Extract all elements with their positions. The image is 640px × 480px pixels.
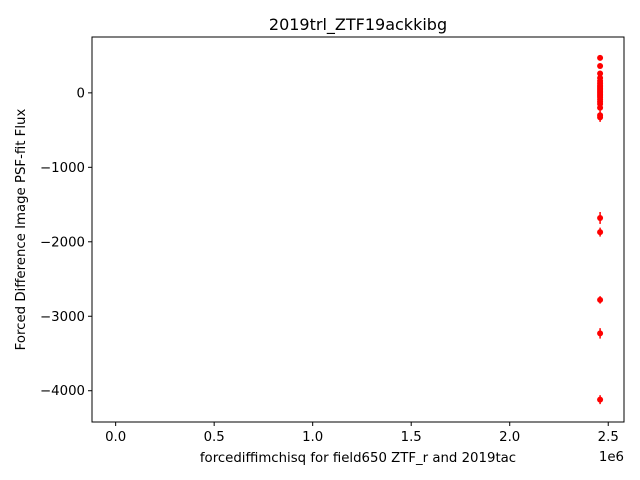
data-point <box>597 296 604 304</box>
data-marker <box>597 396 604 403</box>
x-ticks: 0.0 0.5 1.0 1.5 2.0 2.5 <box>105 422 619 445</box>
data-marker <box>597 114 604 121</box>
data-marker <box>597 54 604 61</box>
data-point <box>597 212 604 224</box>
data-point <box>597 227 604 237</box>
data-marker <box>597 104 604 111</box>
data-marker <box>597 63 604 70</box>
axes-frame <box>91 36 625 423</box>
data-point <box>597 54 604 61</box>
y-tick-label: −2000 <box>40 235 85 250</box>
data-marker <box>597 296 604 303</box>
data-marker <box>597 70 604 77</box>
data-point <box>597 395 604 405</box>
x-tick-label: 1.0 <box>302 430 323 445</box>
data-marker <box>597 214 604 221</box>
x-tick-label: 1.5 <box>401 430 422 445</box>
data-point <box>597 63 604 70</box>
x-axis-label: forcediffimchisq for field650 ZTF_r and … <box>200 451 516 466</box>
data-point <box>597 328 604 339</box>
y-axis-label: Forced Difference Image PSF-fit Flux <box>14 109 29 351</box>
data-point <box>597 104 604 111</box>
y-ticks: −4000 −3000 −2000 −1000 0 <box>40 86 92 399</box>
points-layer <box>597 54 604 405</box>
chart-title: 2019trl_ZTF19ackkibg <box>269 15 447 35</box>
y-tick-label: −4000 <box>40 384 85 399</box>
x-tick-label: 2.5 <box>598 430 619 445</box>
x-axis-offset-label: 1e6 <box>599 450 624 465</box>
data-marker <box>597 330 604 337</box>
y-tick-label: −3000 <box>40 310 85 325</box>
plot-area <box>92 37 624 422</box>
data-point <box>597 112 604 122</box>
x-tick-label: 0.0 <box>105 430 126 445</box>
y-tick-label: −1000 <box>40 161 85 176</box>
x-tick-label: 0.5 <box>204 430 225 445</box>
x-tick-label: 2.0 <box>499 430 520 445</box>
data-marker <box>597 229 604 236</box>
y-tick-label: 0 <box>77 86 85 101</box>
